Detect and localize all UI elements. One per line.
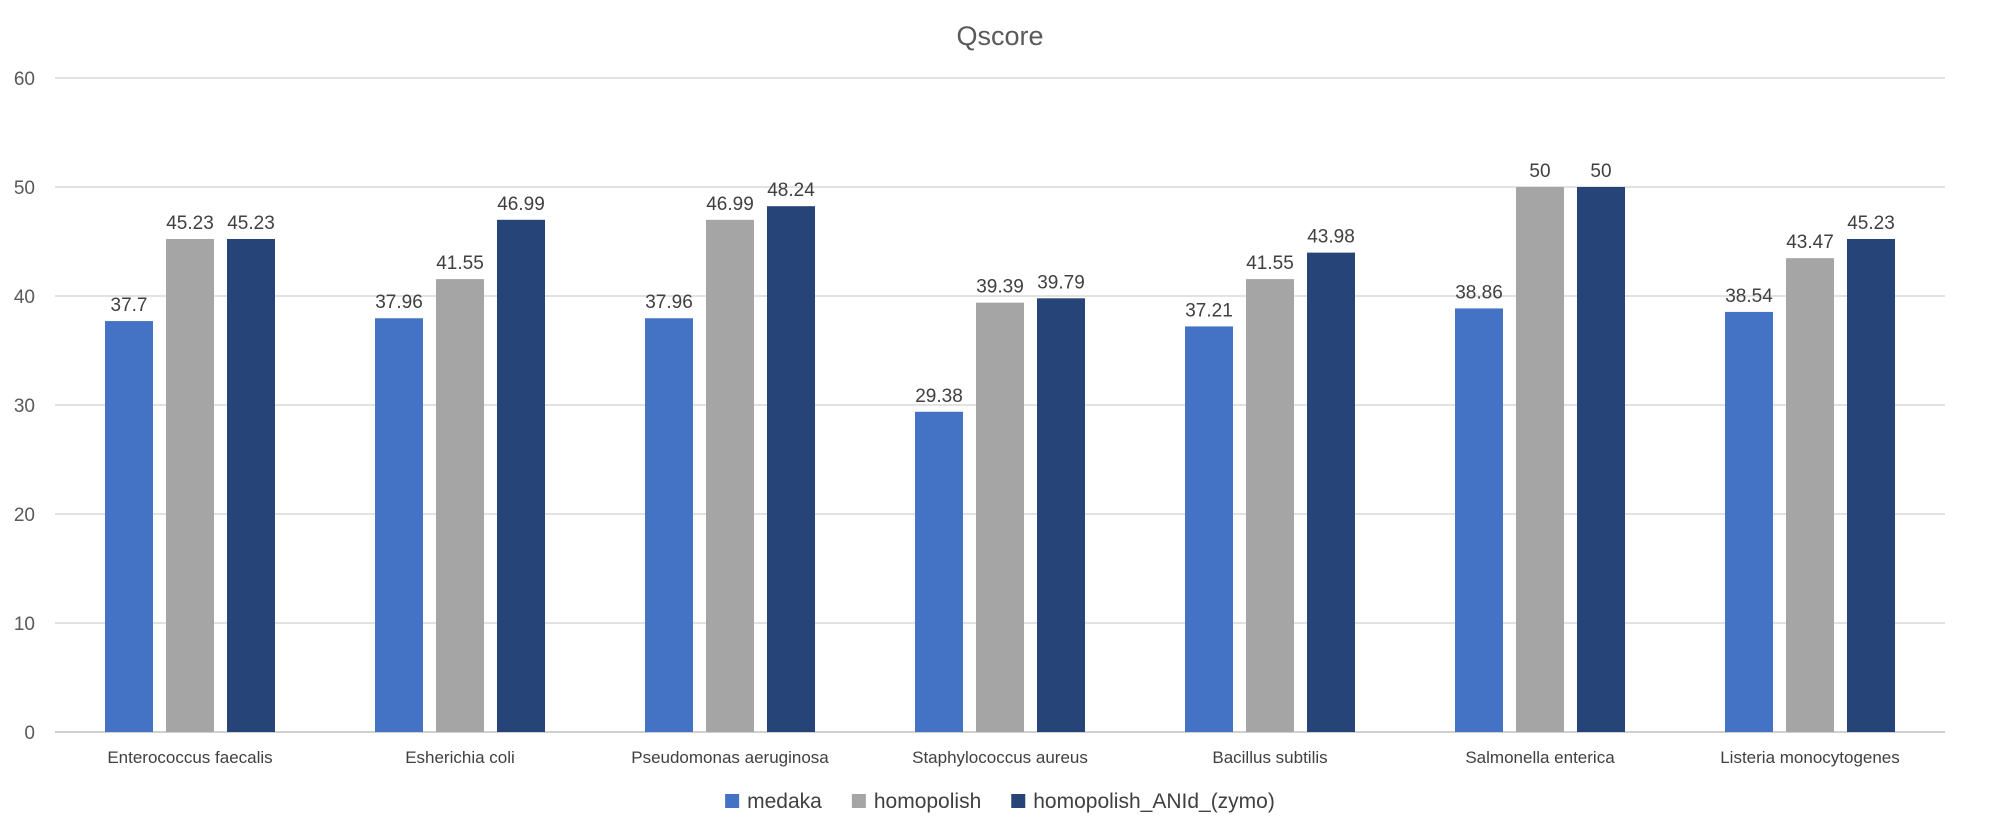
x-tick-label: Bacillus subtilis: [1212, 748, 1327, 767]
bar: [1037, 298, 1085, 732]
y-tick-label: 50: [14, 178, 35, 199]
legend-label: homopolish: [874, 790, 981, 813]
y-tick-label: 60: [14, 69, 35, 90]
data-label: 41.55: [1246, 253, 1294, 274]
bar: [645, 318, 693, 732]
x-axis-tick-labels: Enterococcus faecalis Esherichia coli Pseu…: [107, 748, 1899, 767]
y-tick-label: 30: [14, 396, 35, 417]
bar: [1307, 252, 1355, 733]
data-label: 38.54: [1725, 286, 1773, 307]
legend-swatch: [1011, 794, 1026, 808]
data-label: 45.23: [1847, 213, 1895, 234]
bar: [976, 302, 1024, 732]
data-label: 43.98: [1307, 227, 1355, 248]
x-tick-label: Esherichia coli: [405, 748, 515, 767]
bar: [1577, 187, 1625, 732]
bar: [915, 411, 963, 732]
bars: [105, 187, 1895, 733]
bar: [497, 219, 545, 732]
data-label: 43.47: [1786, 232, 1834, 253]
bar: [1246, 279, 1294, 732]
bar: [1786, 258, 1834, 732]
bar: [767, 206, 815, 732]
data-labels: 37.7 45.23 45.23 37.96 41.55 46.99 37.96 46.99 4…: [111, 161, 1895, 407]
x-tick-label: Salmonella enterica: [1465, 748, 1615, 767]
bar: [1455, 308, 1503, 732]
bar: [166, 238, 214, 733]
data-label: 50: [1529, 161, 1550, 182]
data-label: 45.23: [227, 213, 275, 234]
data-label: 37.7: [111, 295, 148, 316]
data-label: 37.21: [1185, 300, 1233, 321]
legend-label: homopolish_ANId_(zymo): [1033, 790, 1275, 813]
legend: medaka homopolish homopolish_ANId_(zymo): [725, 790, 1275, 813]
bar: [1847, 238, 1895, 733]
legend-swatch: [725, 794, 740, 808]
data-label: 37.96: [645, 292, 693, 313]
bar: [1516, 187, 1564, 732]
bar: [706, 219, 754, 732]
y-axis-tick-labels: 0 10 20 30 40 50 60: [14, 69, 35, 744]
legend-label: medaka: [747, 790, 822, 813]
x-tick-label: Pseudomonas aeruginosa: [631, 748, 829, 767]
data-label: 39.79: [1037, 272, 1085, 293]
data-label: 39.39: [976, 277, 1024, 298]
data-label: 46.99: [497, 194, 545, 215]
y-tick-label: 20: [14, 505, 35, 526]
bar: [227, 238, 275, 733]
y-tick-label: 40: [14, 287, 35, 308]
x-tick-label: Staphylococcus aureus: [912, 748, 1088, 767]
data-label: 45.23: [166, 213, 214, 234]
bar: [1725, 311, 1773, 732]
data-label: 46.99: [706, 194, 754, 215]
data-label: 38.86: [1455, 282, 1503, 303]
data-label: 41.55: [436, 253, 484, 274]
x-tick-label: Enterococcus faecalis: [107, 748, 272, 767]
x-tick-label: Listeria monocytogenes: [1720, 748, 1900, 767]
bar: [105, 321, 153, 732]
data-label: 37.96: [375, 292, 423, 313]
data-label: 29.38: [915, 386, 963, 407]
bar: [436, 279, 484, 732]
data-label: 50: [1590, 161, 1611, 182]
chart-title: Qscore: [956, 21, 1043, 51]
y-tick-label: 0: [24, 723, 35, 744]
legend-swatch: [851, 794, 866, 808]
bar: [1185, 326, 1233, 732]
data-label: 48.24: [767, 180, 815, 201]
bar: [375, 318, 423, 732]
y-tick-label: 10: [14, 614, 35, 635]
